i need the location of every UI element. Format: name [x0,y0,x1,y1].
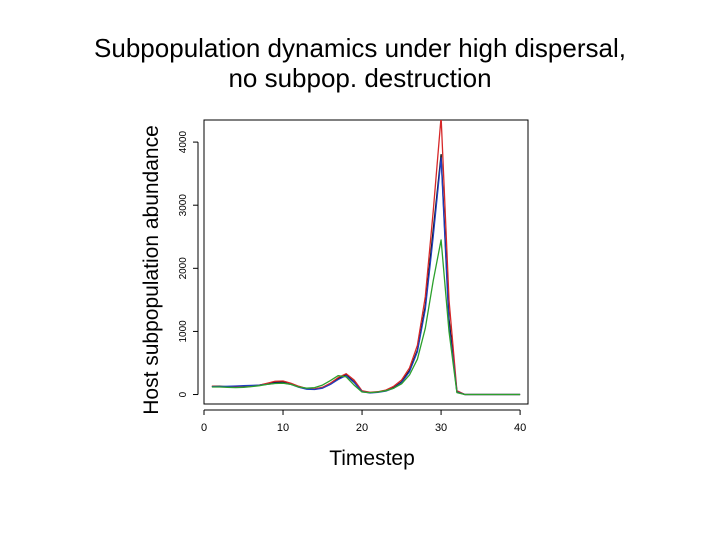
series-line-4 [211,239,521,396]
x-axis-label-container: Timestep [0,447,720,471]
y-tick-label: 1000 [178,320,189,343]
x-axis-label: Timestep [329,447,415,470]
chart-title-line-1: Subpopulation dynamics under high disper… [94,33,626,63]
y-axis: 0 1000 2000 3000 4000 [178,131,199,397]
x-tick-label: 40 [514,422,526,434]
series-layer [211,120,521,396]
y-tick-label: 0 [178,391,189,397]
x-tick-label: 30 [435,422,447,434]
x-tick-label: 10 [277,422,289,434]
x-tick-label: 20 [356,422,368,434]
x-axis: 0 10 20 30 40 [201,409,526,434]
plot-box [203,119,529,405]
x-tick-label: 0 [201,422,207,434]
y-tick-label: 2000 [178,257,189,280]
series-line-1 [211,154,521,396]
chart-title-line-2: no subpop. destruction [228,63,492,93]
y-tick-label: 4000 [178,131,189,154]
series-line-3 [211,157,521,396]
y-tick-label: 3000 [178,194,189,217]
series-line-2 [211,120,521,396]
